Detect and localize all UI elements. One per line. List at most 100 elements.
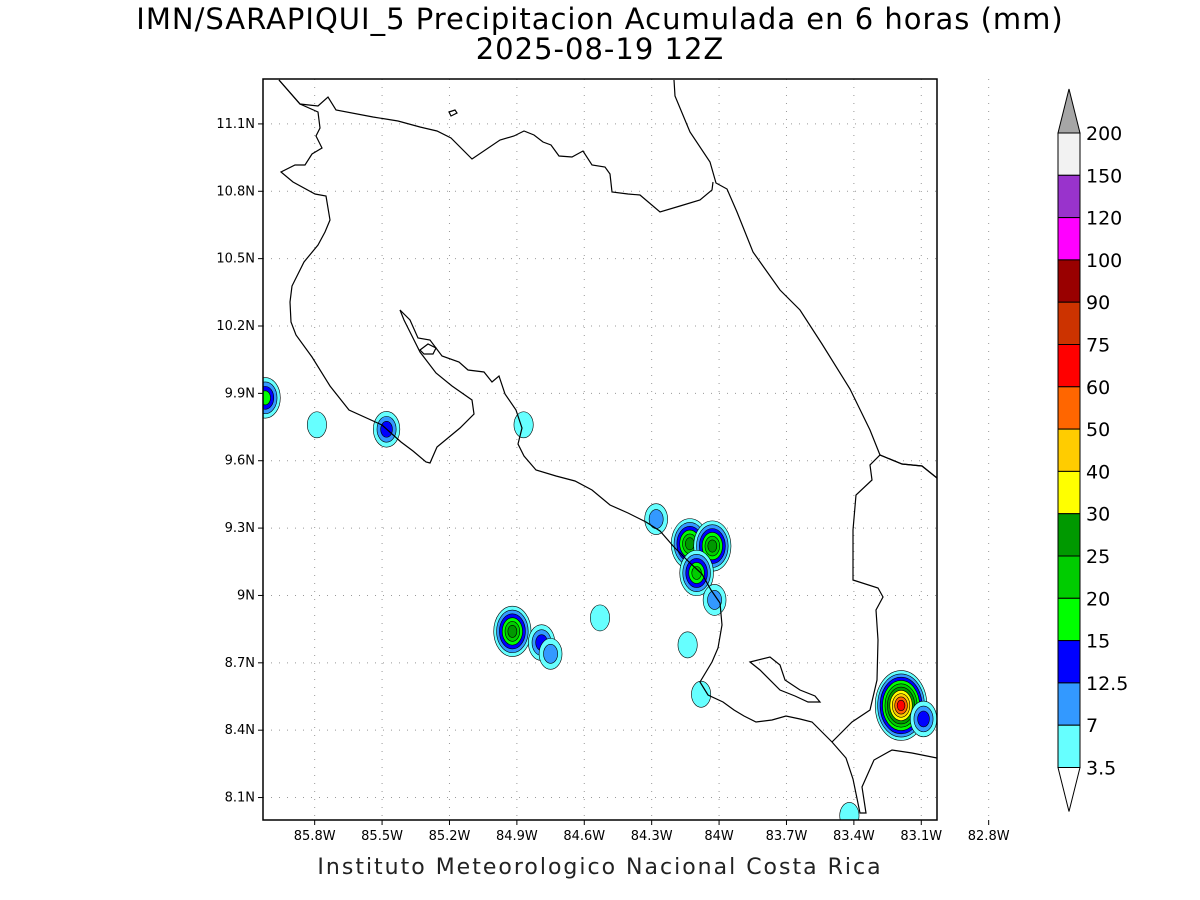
precip-contour xyxy=(1034,792,1042,803)
osa-peninsula xyxy=(748,656,822,703)
colorbar-label: 120 xyxy=(1086,208,1122,230)
colorbar-label: 60 xyxy=(1086,377,1110,399)
precip-cell xyxy=(590,604,610,632)
pacific-coast-north xyxy=(278,79,475,464)
precip-contour xyxy=(306,411,327,439)
precip-contour xyxy=(590,604,610,632)
precip-contour xyxy=(995,351,1019,383)
colorbar-under-arrow xyxy=(1057,767,1081,812)
colorbar-swatch xyxy=(1057,555,1081,599)
precip-contour xyxy=(1021,775,1055,821)
colorbar-label: 150 xyxy=(1086,165,1122,187)
colorbar-label: 50 xyxy=(1086,419,1110,441)
precip-cell xyxy=(644,503,668,535)
precip-contour xyxy=(513,411,534,439)
precip-contour xyxy=(507,624,518,638)
lat-tick-label: 9.6N xyxy=(225,454,255,469)
colorbar-over-arrow xyxy=(1057,88,1081,134)
colorbar-swatch xyxy=(1057,724,1081,769)
lon-tick-label: 85.2W xyxy=(429,829,471,844)
precip-contour xyxy=(917,710,930,728)
colorbar-label: 25 xyxy=(1086,546,1110,568)
precip-contour xyxy=(1016,768,1060,828)
precip-contour xyxy=(1024,778,1053,817)
graticule-grid xyxy=(263,79,990,820)
lon-tick-label: 85.5W xyxy=(361,829,403,844)
precip-contour xyxy=(677,631,698,659)
precip-contour xyxy=(707,539,718,553)
border-panama xyxy=(831,454,937,743)
precip-cell xyxy=(992,346,1022,387)
colorbar-swatch xyxy=(1057,217,1081,261)
precip-cell xyxy=(306,411,327,439)
colorbar-swatch xyxy=(1057,259,1081,303)
precip-contour xyxy=(1029,785,1048,810)
colorbar-swatch xyxy=(1057,174,1081,219)
precip-cell xyxy=(263,377,281,419)
colorbar-swatch xyxy=(1057,682,1081,726)
lon-tick-label: 85.8W xyxy=(294,829,336,844)
colorbar-legend: 200 150 120 100 90 75 60 50 40 30 25 20 15 12.5 7 3.5 xyxy=(1057,88,1128,812)
precip-cell xyxy=(513,411,534,439)
colorbar-swatch xyxy=(1057,132,1081,176)
lat-tick-label: 8.1N xyxy=(225,791,255,806)
precip-contour xyxy=(707,590,722,610)
precip-contour xyxy=(839,802,860,820)
lat-tick-label: 10.2N xyxy=(216,319,255,334)
lon-tick-label: 84.9W xyxy=(496,829,538,844)
colorbar-label: 15 xyxy=(1086,631,1110,653)
lon-tick-label: 84.3W xyxy=(631,829,673,844)
precip-cell xyxy=(679,549,714,597)
map-datetime: 2025-08-19 12Z xyxy=(475,32,725,66)
coastline xyxy=(278,79,937,814)
precip-cell xyxy=(839,802,860,820)
map-title: IMN/SARAPIQUI_5 Precipitacion Acumulada … xyxy=(136,2,1064,36)
precip-contour xyxy=(1026,781,1050,813)
colorbar-label: 200 xyxy=(1086,123,1122,145)
map-frame xyxy=(262,78,938,821)
colorbar-label: 40 xyxy=(1086,461,1110,483)
gulf-of-nicoya-coast xyxy=(399,309,937,814)
colorbar-swatch xyxy=(1057,428,1081,472)
lake-nicaragua-shore xyxy=(278,79,714,213)
precip-contour xyxy=(263,390,271,406)
precip-cell xyxy=(493,605,532,657)
precip-contour xyxy=(543,644,558,664)
lat-tick-label: 9.9N xyxy=(225,386,255,401)
precip-contour xyxy=(1018,771,1057,824)
precip-contour xyxy=(998,355,1015,378)
precip-contour xyxy=(992,346,1022,387)
lake-islet xyxy=(448,109,458,117)
axis-ticks: 85.8W 85.5W 85.2W 84.9W 84.6W 84.3W 84W 83.7W 83… xyxy=(216,117,1009,844)
footer-credit: Instituto Meteorologico Nacional Costa R… xyxy=(317,855,883,880)
lat-tick-label: 8.7N xyxy=(225,656,255,671)
colorbar-swatch xyxy=(1057,344,1081,388)
lat-tick-label: 10.8N xyxy=(216,184,255,199)
colorbar-swatch xyxy=(1057,470,1081,515)
lon-tick-label: 84.6W xyxy=(563,829,605,844)
precip-cell xyxy=(702,584,727,616)
map-background xyxy=(263,79,937,820)
lon-tick-label: 83.4W xyxy=(833,829,875,844)
lat-tick-label: 8.4N xyxy=(225,723,255,738)
precipitation-field xyxy=(263,346,1060,828)
colorbar-label: 7 xyxy=(1086,715,1098,737)
precip-cell xyxy=(677,631,698,659)
lat-tick-label: 11.1N xyxy=(216,117,255,132)
colorbar-label: 12.5 xyxy=(1086,673,1128,695)
precip-cell xyxy=(538,638,563,670)
lat-tick-label: 9N xyxy=(237,588,255,603)
precip-contour xyxy=(1001,359,1011,373)
lat-tick-label: 9.3N xyxy=(225,521,255,536)
colorbar-label: 90 xyxy=(1086,292,1110,314)
precip-contour xyxy=(1031,788,1044,806)
colorbar-label: 30 xyxy=(1086,504,1110,526)
colorbar-swatch xyxy=(1057,597,1081,642)
lon-tick-label: 83.7W xyxy=(766,829,808,844)
colorbar-label: 100 xyxy=(1086,250,1122,272)
lon-tick-label: 82.8W xyxy=(968,829,1010,844)
precip-contour xyxy=(685,537,695,551)
precip-cell xyxy=(909,700,937,738)
precip-contour xyxy=(896,699,906,712)
colorbar-swatch xyxy=(1057,513,1081,557)
